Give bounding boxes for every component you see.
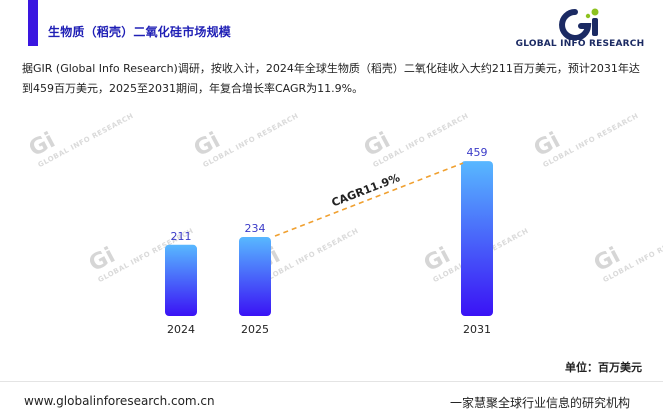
x-tick-label-2025: 2025: [241, 323, 269, 336]
bar-2025: [239, 237, 271, 316]
data-label-2025: 234: [245, 222, 266, 235]
data-label-2024: 211: [171, 230, 192, 243]
chart-svg: 211 2024 234 2025 459 2031 CAGR11.9%: [165, 146, 493, 336]
title-accent-block: [28, 0, 38, 46]
intro-paragraph: 据GIR (Global Info Research)调研，按收入计，2024年…: [22, 62, 640, 95]
cagr-label: CAGR11.9%: [330, 171, 402, 209]
x-tick-label-2031: 2031: [463, 323, 491, 336]
footer-slogan: 一家慧聚全球行业信息的研究机构: [450, 396, 631, 410]
market-size-chart: 211 2024 234 2025 459 2031 CAGR11.9%: [0, 100, 663, 370]
x-tick-label-2024: 2024: [167, 323, 195, 336]
data-label-2031: 459: [467, 146, 488, 159]
bar-2031: [461, 161, 493, 316]
header: 生物质（稻壳）二氧化硅市场规模 GLOBAL INFO RESEARCH: [0, 0, 663, 62]
logo-mark-icon: [559, 8, 599, 41]
logo-text: GLOBAL INFO RESEARCH: [515, 39, 645, 49]
unit-label: 单位：百万美元: [565, 361, 642, 374]
page-title: 生物质（稻壳）二氧化硅市场规模: [48, 25, 232, 39]
footer-url-link[interactable]: www.globalinforesearch.com.cn: [24, 394, 215, 408]
bar-2024: [165, 244, 197, 316]
cagr-line: [274, 162, 464, 237]
footer: www.globalinforesearch.com.cn 一家慧聚全球行业信息…: [0, 381, 663, 419]
brand-logo: GLOBAL INFO RESEARCH: [515, 8, 645, 52]
